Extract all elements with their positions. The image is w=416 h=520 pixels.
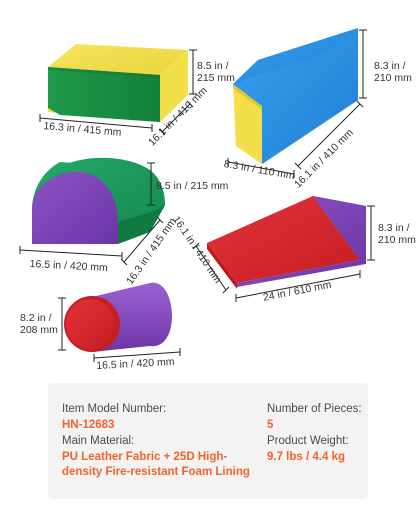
block-rectangle-dimension-lines: [39, 49, 197, 136]
dimension-label: 8.3 in / 210 mm: [378, 222, 416, 246]
model-number-value: HN-12683: [62, 419, 115, 431]
block-half-cylinder: [32, 157, 165, 244]
pieces-label: Number of Pieces:: [267, 403, 362, 415]
dimension-label: 8.5 in / 215 mm: [156, 180, 229, 192]
dimension-label: 8.5 in / 215 mm: [197, 60, 235, 84]
spec-card: Item Model Number: HN-12683 Main Materia…: [48, 383, 368, 499]
block-cylinder-dimension-lines: [58, 297, 181, 362]
foam-blocks-drawing: [19, 28, 375, 362]
weight-label: Product Weight:: [267, 435, 349, 447]
dimension-label: 8.3 in / 210 mm: [374, 60, 412, 84]
block-wedge: [207, 196, 366, 289]
block-half-cylinder-dimension-lines: [19, 162, 164, 266]
material-value-line-2: density Fire-resistant Foam Lining: [62, 466, 250, 478]
dimension-label: 8.2 in / 208 mm: [20, 312, 58, 336]
block-cylinder: [64, 282, 172, 352]
block-tall-rectangle-dimension-lines: [227, 29, 367, 178]
product-illustration: 8.5 in / 215 mm 16.3 in / 415 mm 16.1 in…: [19, 28, 416, 372]
material-label: Main Material:: [62, 435, 135, 447]
material-value-line-1: PU Leather Fabric + 25D High-: [62, 451, 228, 463]
pieces-value: 5: [267, 419, 274, 431]
weight-value: 9.7 lbs / 4.4 kg: [267, 451, 345, 463]
block-tall-rectangle: [233, 28, 358, 164]
block-rectangle: [48, 44, 188, 122]
block-wedge-dimension-lines: [192, 205, 375, 302]
model-number-label: Item Model Number:: [62, 403, 167, 415]
